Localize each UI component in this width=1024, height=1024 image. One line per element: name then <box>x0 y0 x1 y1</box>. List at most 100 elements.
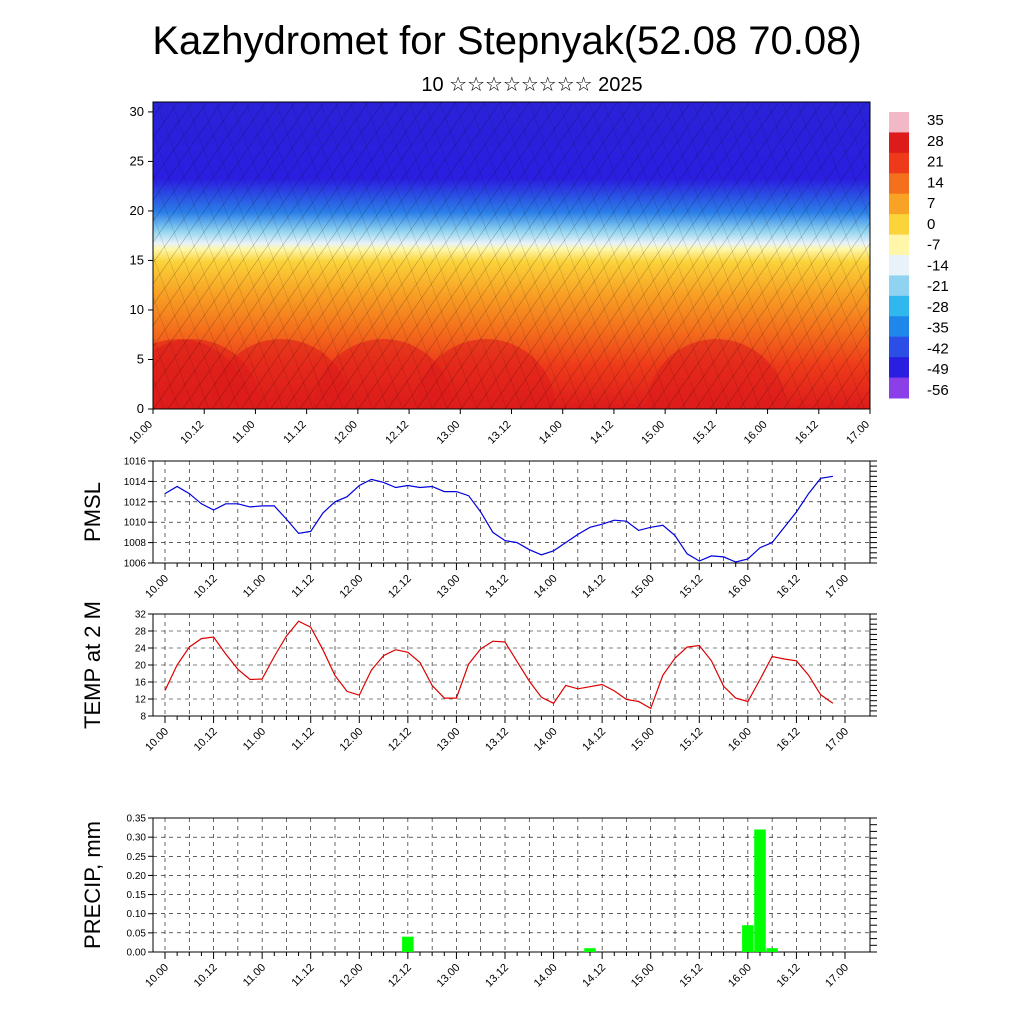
precip-xtick-label-13: 16.12 <box>775 962 803 990</box>
pmsl-xtick-label-9: 14.12 <box>580 573 608 601</box>
xs-ytick-label-3: 15 <box>130 252 144 267</box>
precip-xtick-label-3: 11.12 <box>289 962 316 989</box>
precip-bar-4 <box>766 948 778 952</box>
temp-xtick-label-11: 15.12 <box>677 726 705 754</box>
colorbar-swatch-11 <box>889 336 909 358</box>
precip-panel: 0.00 0.05 0.10 0.15 0.20 0.25 0.30 0.35 10.00 10.… <box>80 814 877 990</box>
colorbar-swatch-12 <box>889 357 909 379</box>
pmsl-xtick-label-8: 14.00 <box>532 573 560 601</box>
pmsl-ytick-label-0: 1006 <box>124 559 147 570</box>
precip-xtick-label-5: 12.12 <box>386 962 414 990</box>
colorbar-label-7: -14 <box>927 257 949 274</box>
pmsl-xtick-label-7: 13.12 <box>483 573 511 601</box>
temp-ytick-label-6: 32 <box>135 610 147 621</box>
colorbar-swatch-9 <box>889 295 909 317</box>
temp-xtick-label-6: 13.00 <box>435 726 463 754</box>
temp-xtick-label-10: 15.00 <box>629 726 657 754</box>
colorbar-label-5: 0 <box>927 216 935 233</box>
temp-ytick-label-3: 20 <box>135 661 147 672</box>
precip-ytick-label-1: 0.05 <box>127 928 147 939</box>
precip-xtick-label-0: 10.00 <box>143 962 171 990</box>
precip-xtick-label-1: 10.12 <box>192 962 220 990</box>
colorbar-label-13: -56 <box>927 382 949 399</box>
pmsl-xtick-label-6: 13.00 <box>435 573 463 601</box>
precip-xtick-label-12: 16.00 <box>726 962 754 990</box>
precip-ytick-label-4: 0.20 <box>127 871 147 882</box>
pmsl-xtick-label-12: 16.00 <box>726 573 754 601</box>
pmsl-xtick-label-0: 10.00 <box>143 573 171 601</box>
xs-ytick-label-1: 5 <box>137 351 144 366</box>
temp-xtick-label-13: 16.12 <box>775 726 803 754</box>
pmsl-ytick-label-5: 1016 <box>124 457 147 468</box>
cross-section-panel: 0 5 10 15 20 25 30 10.00 10.12 11.00 11.12 12.00 12… <box>127 101 872 447</box>
precip-xtick-label-10: 15.00 <box>629 962 657 990</box>
precip-ytick-label-6: 0.30 <box>127 833 147 844</box>
temp-xtick-label-7: 13.12 <box>483 726 511 754</box>
xs-ytick-label-5: 25 <box>130 153 144 168</box>
pmsl-series-line <box>164 475 833 563</box>
xs-xtick-label-4: 12.00 <box>332 419 360 447</box>
chart-subtitle: 10 ☆☆☆☆☆☆☆☆ 2025 <box>421 74 642 96</box>
colorbar-label-10: -35 <box>927 320 949 337</box>
temp-panel: 8 12 16 20 24 28 32 10.00 10.12 11.00 11.12 12.00 12… <box>80 601 877 754</box>
xs-xtick-label-12: 16.00 <box>742 419 770 447</box>
pmsl-xtick-label-3: 11.12 <box>289 573 316 600</box>
colorbar-label-12: -49 <box>927 361 949 378</box>
temp-ytick-label-4: 24 <box>135 644 147 655</box>
xs-xtick-label-0: 10.00 <box>127 419 155 447</box>
temp-xtick-label-2: 11.00 <box>241 726 268 753</box>
colorbar-swatch-7 <box>889 255 909 276</box>
temp-xtick-label-9: 14.12 <box>580 726 608 754</box>
pmsl-xtick-label-4: 12.00 <box>337 573 365 601</box>
precip-ylabel: PRECIP, mm <box>80 821 105 949</box>
pmsl-xtick-label-10: 15.00 <box>629 573 657 601</box>
colorbar-swatch-10 <box>889 316 909 338</box>
pmsl-xtick-label-11: 15.12 <box>677 573 705 601</box>
precip-ytick-label-7: 0.35 <box>127 814 147 825</box>
colorbar-label-4: 7 <box>927 195 935 212</box>
colorbar-label-3: 14 <box>927 174 944 191</box>
precip-xtick-label-14: 17.00 <box>823 962 851 990</box>
precip-ytick-label-2: 0.10 <box>127 909 147 920</box>
precip-ytick-label-5: 0.25 <box>127 852 147 863</box>
colorbar-label-11: -42 <box>927 340 949 357</box>
precip-bar-2 <box>742 925 754 952</box>
pmsl-frame <box>152 460 871 564</box>
colorbar-label-2: 21 <box>927 154 944 171</box>
chart-title: Kazhydromet for Stepnyak(52.08 70.08) <box>152 19 861 63</box>
pmsl-panel: 1006 1008 1010 1012 1014 1016 10.00 10.12 11.00 1… <box>80 457 877 601</box>
xs-ytick-label-6: 30 <box>130 104 144 119</box>
precip-ytick-label-3: 0.15 <box>127 890 147 901</box>
colorbar-swatch-2 <box>889 152 909 174</box>
xs-xtick-label-2: 11.00 <box>230 419 257 446</box>
xs-xtick-label-10: 15.00 <box>639 419 667 447</box>
xs-xtick-label-6: 13.00 <box>434 419 462 447</box>
precip-bar-1 <box>584 948 596 952</box>
colorbar-label-6: -7 <box>927 237 940 254</box>
precip-ytick-label-0: 0.00 <box>127 948 147 959</box>
pmsl-xtick-label-13: 16.12 <box>775 573 803 601</box>
colorbar: 35 28 21 14 7 0 -7 -14 -21 -28 -35 -42 -49 -56 <box>889 112 949 399</box>
pmsl-ytick-label-2: 1010 <box>124 518 147 529</box>
xs-xtick-label-1: 10.12 <box>178 419 206 447</box>
temp-xtick-label-1: 10.12 <box>192 726 220 754</box>
precip-xtick-label-7: 13.12 <box>483 962 511 990</box>
colorbar-swatch-6 <box>889 234 909 256</box>
xs-xtick-label-7: 13.12 <box>486 419 514 447</box>
pmsl-xtick-label-14: 17.00 <box>823 573 851 601</box>
pmsl-ytick-label-3: 1012 <box>124 497 147 508</box>
xs-xtick-label-3: 11.12 <box>281 419 308 446</box>
colorbar-swatch-0 <box>889 112 909 133</box>
xs-xtick-label-11: 15.12 <box>691 419 719 447</box>
precip-xtick-label-9: 14.12 <box>580 962 608 990</box>
colorbar-label-0: 35 <box>927 112 944 129</box>
colorbar-swatch-5 <box>889 214 909 236</box>
temp-ylabel: TEMP at 2 M <box>80 601 105 729</box>
temp-xtick-label-8: 14.00 <box>532 726 560 754</box>
xs-xtick-label-14: 17.00 <box>844 419 872 447</box>
colorbar-swatch-4 <box>889 193 909 215</box>
pmsl-ylabel: PMSL <box>80 482 105 542</box>
temp-ytick-label-1: 12 <box>135 695 147 706</box>
xs-xtick-label-8: 14.00 <box>537 419 565 447</box>
